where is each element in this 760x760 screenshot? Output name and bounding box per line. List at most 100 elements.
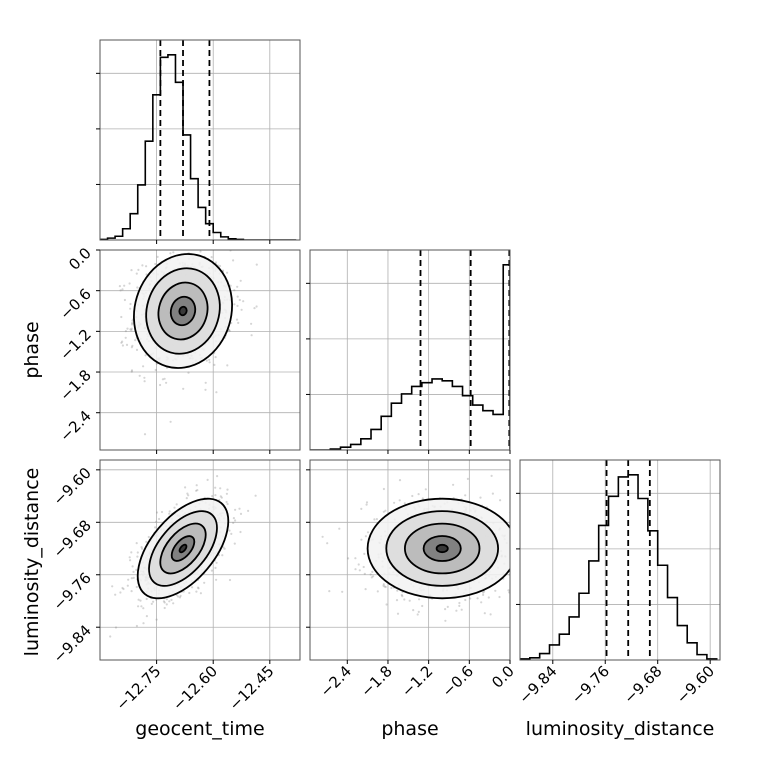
scatter-point <box>147 535 150 539</box>
scatter-point <box>114 626 118 629</box>
scatter-point <box>199 250 202 253</box>
scatter-point <box>515 521 517 523</box>
scatter-point <box>187 494 190 497</box>
scatter-point <box>358 569 361 572</box>
hist-luminosity_distance-plot-area <box>520 460 720 660</box>
scatter-point <box>240 308 243 311</box>
scatter-point <box>145 265 148 268</box>
scatter-point <box>196 489 199 492</box>
scatter-point <box>214 261 218 264</box>
scatter-point <box>127 578 130 581</box>
scatter-point <box>234 519 237 522</box>
y-tick-label-luminosity_distance-3: −9.60 <box>50 464 95 509</box>
scatter-point <box>234 508 237 511</box>
contour-level-4 <box>178 305 188 317</box>
scatter-point <box>533 540 535 542</box>
scatter-point <box>228 578 232 582</box>
scatter-point <box>109 635 112 638</box>
scatter-point <box>511 519 513 521</box>
scatter-point <box>122 587 125 591</box>
scatter-point <box>119 289 122 292</box>
scatter-point <box>247 509 250 512</box>
scatter-point <box>446 605 449 609</box>
scatter-point <box>210 569 213 572</box>
scatter-point <box>238 507 241 510</box>
scatter-point <box>371 570 374 574</box>
scatter-point <box>204 381 207 384</box>
scatter-point <box>135 585 138 589</box>
joint-phase-vs-luminosity_distance-plot-area <box>310 460 547 660</box>
scatter-point <box>424 488 427 491</box>
y-tick-label-phase-4: 0.0 <box>65 244 95 274</box>
scatter-point <box>223 547 226 550</box>
contour-level-0 <box>366 497 510 600</box>
scatter-point <box>532 519 534 521</box>
scatter-point <box>132 570 135 574</box>
scatter-point <box>118 285 121 288</box>
scatter-point <box>220 496 223 499</box>
scatter-point <box>421 604 424 608</box>
scatter-point <box>216 475 219 478</box>
scatter-point <box>178 596 182 599</box>
density-fill-level-4 <box>179 544 187 553</box>
scatter-point <box>483 612 486 615</box>
scatter-point <box>135 568 138 572</box>
scatter-point <box>123 298 126 302</box>
scatter-point <box>135 542 138 545</box>
scatter-point <box>200 246 202 248</box>
scatter-point <box>515 540 517 542</box>
scatter-point <box>136 555 139 558</box>
scatter-point <box>526 550 528 552</box>
scatter-point <box>458 601 461 605</box>
scatter-point <box>143 433 147 436</box>
contour-level-0 <box>136 497 230 600</box>
scatter-point <box>226 488 229 491</box>
scatter-point <box>482 591 485 594</box>
scatter-point <box>199 592 202 595</box>
scatter-point <box>188 591 191 595</box>
scatter-point <box>203 243 205 245</box>
density-fill-level-4 <box>179 306 187 316</box>
contour-level-2 <box>159 522 207 575</box>
scatter-point <box>491 492 494 495</box>
scatter-point <box>186 492 189 495</box>
contour-level-2 <box>404 522 481 575</box>
scatter-point <box>119 591 122 594</box>
scatter-point <box>219 495 222 498</box>
scatter-point <box>125 343 129 346</box>
scatter-point <box>341 590 344 593</box>
y-tick-label-phase-1: −1.8 <box>56 366 94 404</box>
contour-level-4 <box>435 543 449 554</box>
scatter-point <box>158 517 161 521</box>
scatter-point <box>128 556 131 559</box>
scatter-point <box>363 552 366 556</box>
scatter-point <box>384 585 387 589</box>
scatter-point <box>545 533 547 535</box>
scatter-point <box>444 608 447 611</box>
y-tick-label-phase-3: −0.6 <box>56 285 94 323</box>
scatter-point <box>124 330 127 333</box>
scatter-point <box>529 556 531 558</box>
scatter-point <box>228 529 231 532</box>
scatter-point <box>145 615 148 618</box>
scatter-point <box>236 285 239 288</box>
scatter-point <box>155 618 158 621</box>
y-tick-label-luminosity_distance-0: −9.84 <box>50 621 95 666</box>
scatter-point <box>173 506 176 509</box>
scatter-point <box>372 575 375 578</box>
scatter-point <box>418 598 421 601</box>
scatter-point <box>226 271 229 274</box>
scatter-point <box>365 501 369 504</box>
scatter-point <box>214 486 217 489</box>
scatter-point <box>239 512 243 516</box>
scatter-point <box>476 597 479 600</box>
x-tick-label-phase-1: −1.8 <box>357 662 395 700</box>
scatter-point <box>130 327 133 330</box>
scatter-point <box>250 334 253 337</box>
y-tick-label-phase-0: −2.4 <box>56 407 94 445</box>
scatter-point <box>225 500 228 504</box>
scatter-point <box>161 378 164 381</box>
contour-level-3 <box>422 535 462 562</box>
scatter-point <box>236 304 239 307</box>
scatter-point <box>214 356 217 359</box>
